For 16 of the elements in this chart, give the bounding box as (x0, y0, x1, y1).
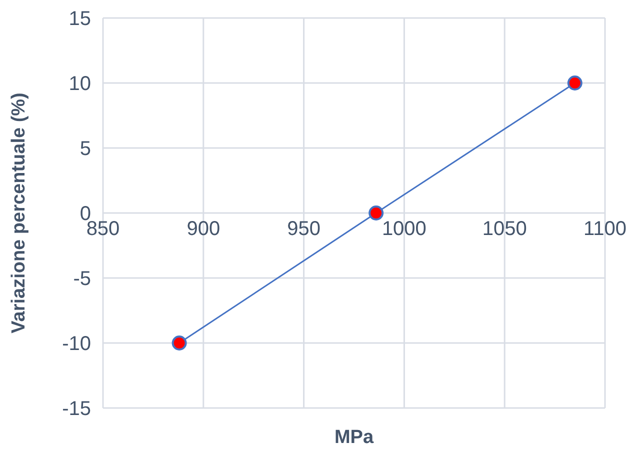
x-axis-title: MPa (334, 427, 374, 448)
y-tick-label: -5 (73, 268, 91, 290)
x-tick-label: 900 (186, 218, 220, 240)
point (368, 206, 384, 220)
x-tick-label: 1100 (583, 218, 627, 240)
x-tick-label: 950 (287, 218, 320, 240)
x-tick-label: 1050 (482, 218, 527, 240)
y-tick-label: 5 (80, 138, 91, 160)
y-tick-label: -10 (62, 333, 91, 356)
y-tick-label: 15 (68, 8, 91, 30)
y-axis-title: Variazione percentuale (%) (8, 92, 30, 334)
point (172, 336, 187, 350)
point (567, 76, 582, 90)
y-tick-label: -15 (62, 398, 91, 420)
y-tick-label: 10 (68, 73, 91, 96)
x-tick-label: 1000 (382, 218, 426, 240)
